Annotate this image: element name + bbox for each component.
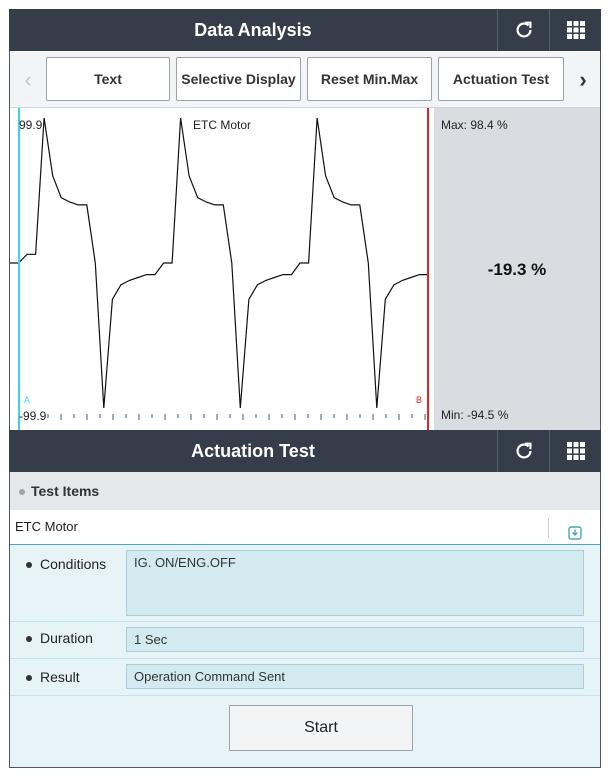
param-separator [10, 695, 600, 696]
actuation-grid-button[interactable] [549, 430, 602, 472]
reset-min-max-button[interactable]: Reset Min.Max [307, 57, 432, 101]
actuation-title: Actuation Test [191, 441, 315, 461]
graph-svg [10, 108, 429, 430]
chevron-right-icon: › [579, 66, 587, 92]
actuation-test-header: Actuation Test [9, 430, 601, 472]
grid-icon [567, 21, 585, 39]
result-field: Operation Command Sent [126, 664, 584, 689]
test-items-label: Test Items [31, 483, 100, 499]
conditions-label: Conditions [26, 556, 106, 572]
actuation-refresh-button[interactable] [497, 430, 550, 472]
param-separator [10, 621, 600, 622]
refresh-icon [516, 21, 532, 38]
grid-menu-button[interactable] [549, 9, 602, 51]
test-items-section: Test Items [10, 472, 600, 510]
chevron-left-icon: ‹ [24, 66, 32, 92]
graph-title: ETC Motor [192, 118, 251, 132]
graph-area[interactable]: 99.9 ETC Motor -99.9 A B [10, 108, 434, 430]
data-analysis-header: Data Analysis [9, 9, 601, 51]
param-separator [10, 658, 600, 659]
row-divider [548, 518, 549, 538]
text-button[interactable]: Text [46, 57, 170, 101]
cursor-b-label: B [416, 395, 423, 405]
current-value: -19.3 % [487, 260, 547, 279]
refresh-button[interactable] [497, 9, 550, 51]
y-max-label: 99.9 [19, 118, 43, 132]
start-button[interactable]: Start [229, 705, 413, 751]
header-title: Data Analysis [194, 20, 312, 40]
test-item-row[interactable]: ETC Motor [10, 510, 600, 545]
y-min-label: -99.9 [19, 409, 47, 423]
selective-display-button[interactable]: Selective Display [176, 57, 301, 101]
refresh-icon [516, 442, 532, 459]
min-value: Min: -94.5 % [441, 408, 509, 422]
section-bullet [19, 489, 25, 496]
actuation-test-button[interactable]: Actuation Test [438, 57, 564, 101]
series-line [10, 117, 428, 409]
max-value: Max: 98.4 % [441, 118, 508, 132]
toolbar: ‹ Text Selective Display Reset Min.Max A… [10, 52, 600, 108]
download-icon[interactable] [568, 519, 582, 553]
conditions-field: IG. ON/ENG.OFF [126, 550, 584, 616]
toolbar-next-button[interactable]: › [568, 52, 598, 107]
grid-icon [567, 442, 585, 460]
toolbar-prev-button[interactable]: ‹ [13, 52, 43, 107]
result-label: Result [26, 669, 80, 685]
graph-value-panel: Max: 98.4 % -19.3 % Min: -94.5 % [434, 108, 600, 430]
test-item-name: ETC Motor [15, 519, 78, 534]
duration-label: Duration [26, 630, 93, 646]
duration-field: 1 Sec [126, 627, 584, 652]
cursor-a-label: A [24, 395, 31, 405]
actuation-params: Conditions IG. ON/ENG.OFF Duration 1 Sec… [10, 545, 600, 767]
